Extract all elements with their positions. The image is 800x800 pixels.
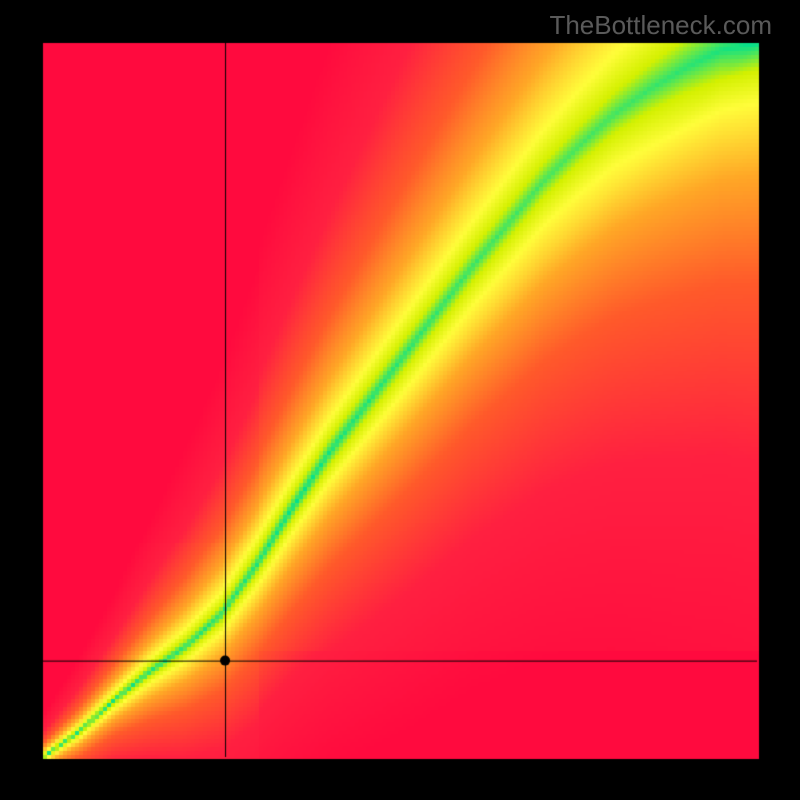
chart-container: TheBottleneck.com <box>0 0 800 800</box>
bottleneck-heatmap-canvas <box>0 0 800 800</box>
watermark-text: TheBottleneck.com <box>549 10 772 41</box>
